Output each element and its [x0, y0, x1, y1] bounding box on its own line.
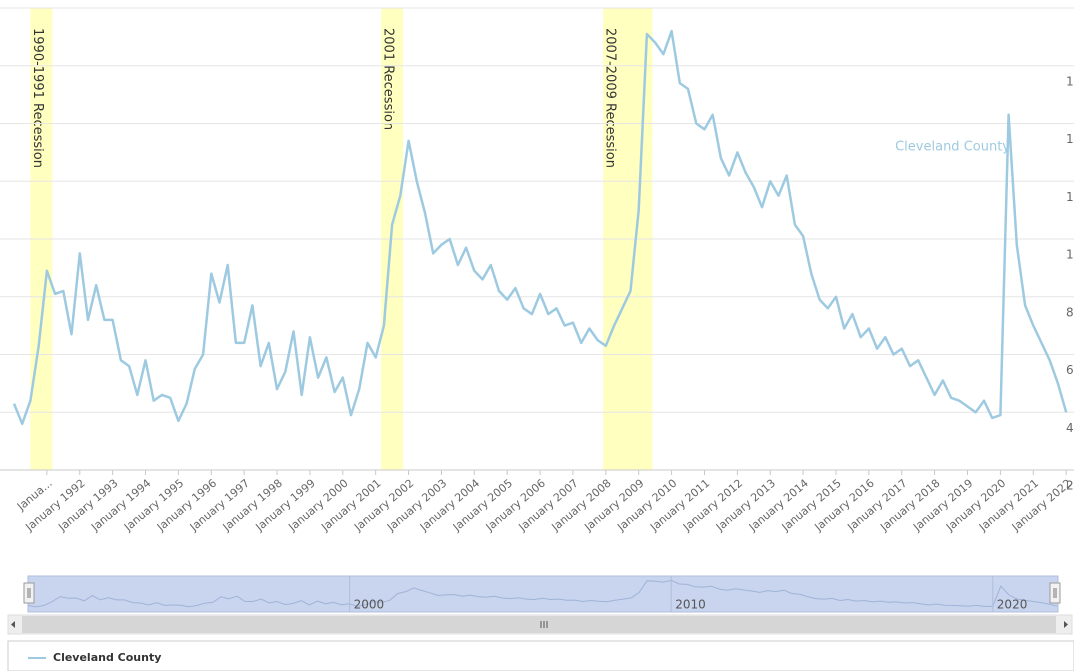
legend: Cleveland County — [28, 651, 161, 664]
y-tick-label: 4 — [1066, 421, 1074, 435]
recession-label: 1990-1991 Recession — [30, 28, 45, 168]
y-tick-label: 14 — [1066, 132, 1074, 146]
handle-left[interactable] — [23, 582, 35, 604]
navigator-handles[interactable] — [23, 582, 1061, 604]
y-tick-label: 2 — [1066, 479, 1074, 493]
scroll-right[interactable] — [1064, 621, 1068, 628]
series-label: Cleveland County — [895, 140, 1010, 155]
navigator-line — [27, 579, 1058, 608]
recession-label: 2001 Recession — [381, 28, 396, 130]
legend-label: Cleveland County — [53, 651, 161, 664]
navigator-label: 2010 — [675, 598, 706, 612]
series-line — [12, 29, 1068, 426]
navigator-label: 2000 — [354, 598, 385, 612]
recession-label: 2007-2009 Recession — [603, 28, 618, 168]
navigator-label: 2020 — [997, 598, 1028, 612]
y-tick-label: 10 — [1066, 248, 1074, 262]
y-tick-label: 12 — [1066, 190, 1074, 204]
y-tick-label: 6 — [1066, 363, 1074, 377]
y-tick-label: 8 — [1066, 305, 1074, 319]
scroll-thumb[interactable] — [22, 616, 1056, 633]
scroll-left[interactable] — [11, 621, 15, 628]
y-tick-label: 16 — [1066, 74, 1074, 88]
legend-box — [7, 640, 1074, 671]
navigator-window — [27, 575, 1059, 613]
grid: 246810121416Janua...January 1992January … — [0, 7, 1074, 534]
scrollbar[interactable] — [7, 614, 1073, 635]
handle-right[interactable] — [1049, 582, 1061, 604]
navigator[interactable]: 2000 2010 2020 — [27, 575, 1059, 613]
plot: Cleveland County — [12, 29, 1068, 426]
